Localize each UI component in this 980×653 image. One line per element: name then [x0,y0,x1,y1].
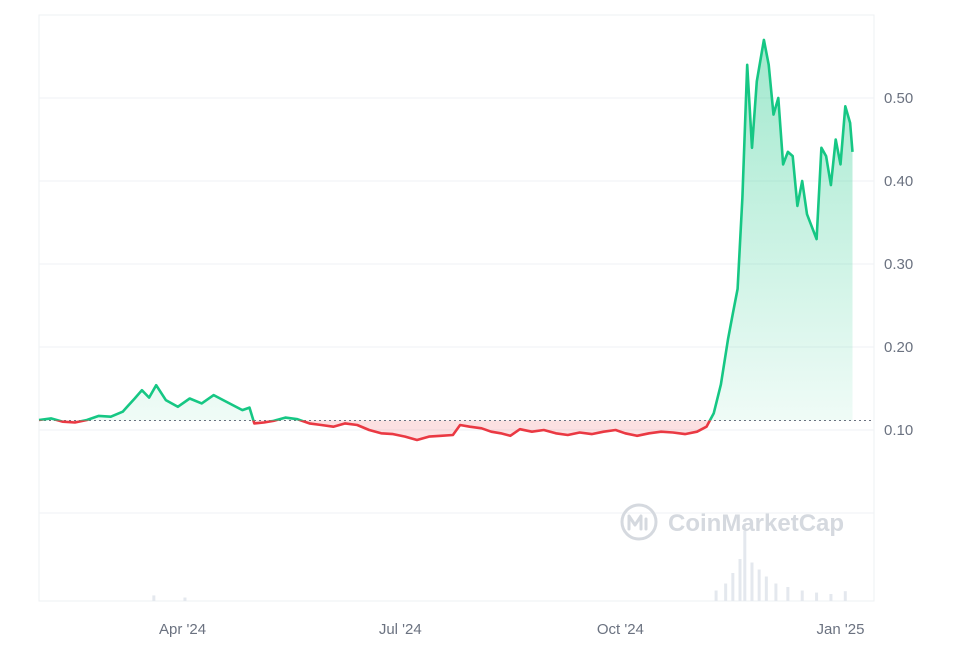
plot-frame [38,14,875,602]
area-below-baseline [39,420,853,440]
volume-bar [738,559,742,601]
price-line-down [39,420,712,442]
y-tick-label: 0.10 [884,422,913,439]
volume-bar [829,594,833,601]
volume-bar [750,562,754,601]
volume-bar [757,569,761,601]
volume-bar [843,591,847,601]
volume-bar [714,590,718,601]
y-tick-label: 0.30 [884,256,913,273]
volume-bar [731,573,735,601]
y-tick-label: 0.20 [884,339,913,356]
y-tick-label: 0.40 [884,173,913,190]
volume-bar [764,576,768,601]
watermark-text: CoinMarketCap [668,510,844,537]
x-axis: Apr '24 Jul '24 Oct '24 Jan '25 [159,621,864,638]
coinmarketcap-logo-icon [620,503,658,541]
price-lines [38,38,854,442]
area-fills [39,39,853,440]
volume-bar [800,590,804,601]
y-axis: 0.10 0.20 0.30 0.40 0.50 [884,90,913,439]
y-tick-label: 0.50 [884,90,913,107]
volume-bar [815,592,819,601]
area-above-baseline [39,39,853,421]
x-tick-label: Jul '24 [379,621,422,638]
volume-bar [183,597,187,601]
volume-bar [152,595,156,601]
volume-bar [774,583,778,601]
x-tick-label: Oct '24 [597,621,644,638]
x-tick-label: Jan '25 [817,621,865,638]
volume-bars [152,531,847,601]
x-tick-label: Apr '24 [159,621,206,638]
price-line-up [38,38,854,421]
volume-bar [724,583,728,601]
watermark: CoinMarketCap [620,503,844,541]
volume-bar [743,531,747,601]
volume-bar [786,587,790,601]
